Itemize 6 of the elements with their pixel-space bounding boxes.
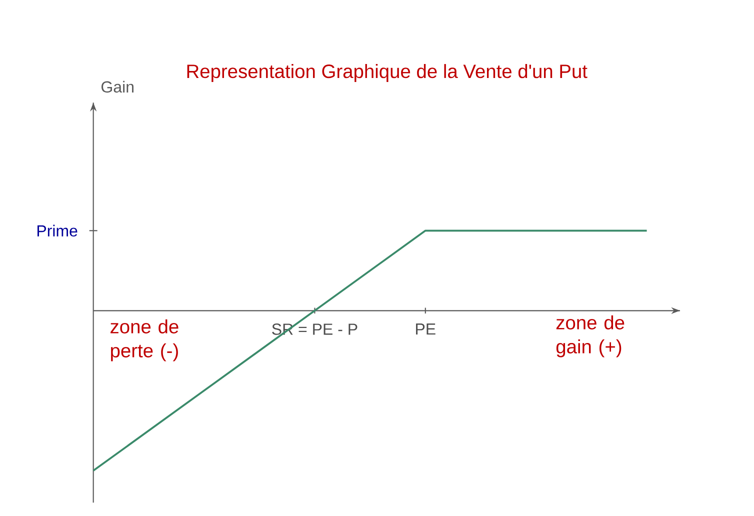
- annotation: zone de gain (+): [556, 315, 624, 358]
- chart-title: Representation Graphique de la Vente d'un Put: [187, 64, 588, 82]
- annotation: zone de perte (-): [110, 319, 178, 362]
- x-tick-label: PE: [416, 324, 436, 335]
- text: Prime: [37, 224, 78, 237]
- text: Gain: [102, 80, 134, 93]
